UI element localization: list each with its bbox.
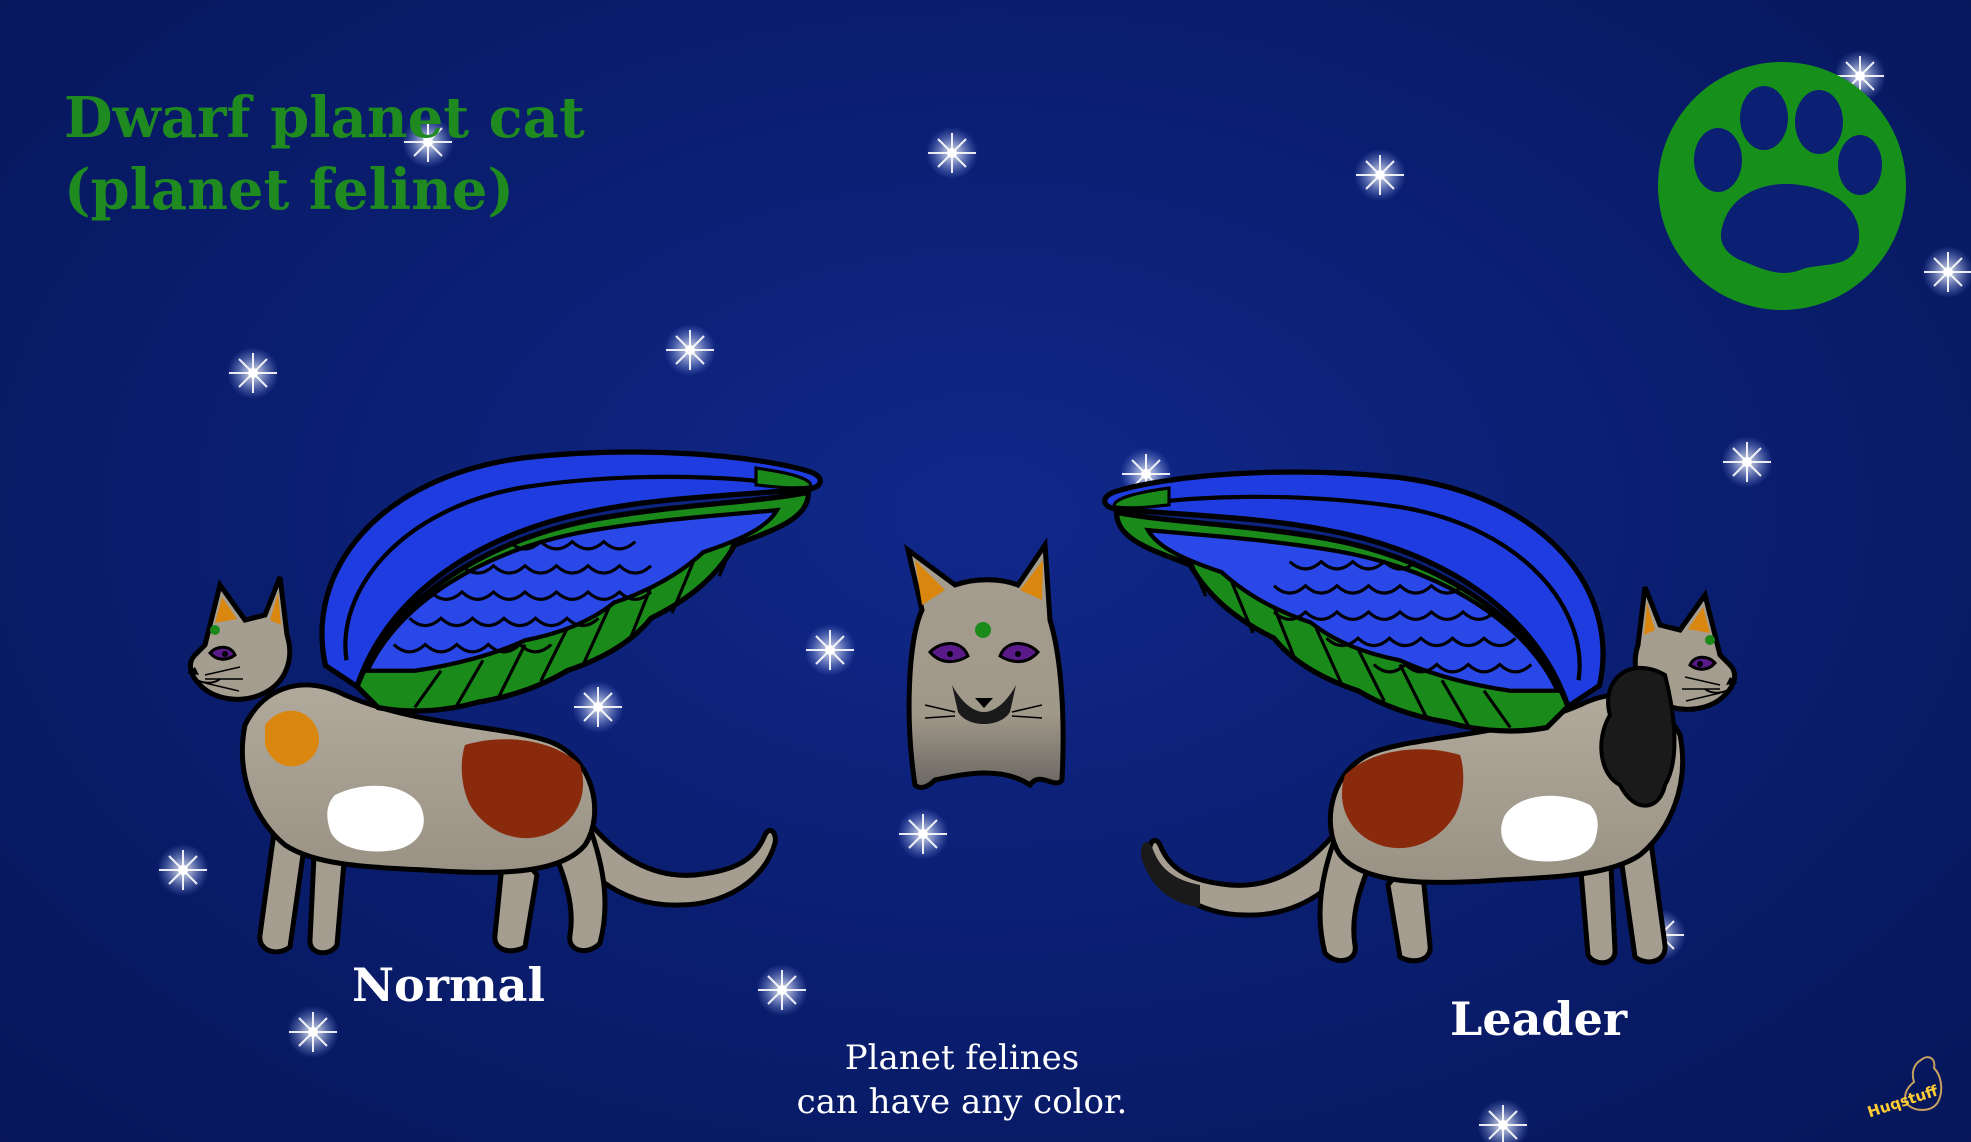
title-line-2: (planet feline) bbox=[64, 157, 515, 223]
artist-signature-logo: Huqstuff bbox=[1866, 1056, 1943, 1121]
color-note: Planet felines can have any color. bbox=[762, 1036, 1162, 1124]
leader-cat-illustration bbox=[1105, 472, 1738, 963]
star-icon bbox=[1720, 435, 1774, 489]
paw-emblem-icon bbox=[1658, 62, 1906, 310]
star-icon bbox=[755, 963, 809, 1017]
svg-text:Huqstuff: Huqstuff bbox=[1866, 1081, 1941, 1121]
page-title: Dwarf planet cat (planet feline) bbox=[64, 82, 585, 226]
title-line-1: Dwarf planet cat bbox=[64, 85, 585, 151]
star-icon bbox=[286, 1005, 340, 1059]
star-icon bbox=[1921, 245, 1971, 299]
star-icon bbox=[663, 323, 717, 377]
star-icon bbox=[156, 843, 210, 897]
star-icon bbox=[896, 807, 950, 861]
note-line-2: can have any color. bbox=[796, 1082, 1128, 1122]
normal-cat-illustration bbox=[187, 452, 820, 953]
star-icon bbox=[925, 126, 979, 180]
leader-label: Leader bbox=[1450, 992, 1628, 1046]
normal-label: Normal bbox=[352, 958, 545, 1012]
star-icon bbox=[226, 346, 280, 400]
cat-head-portrait bbox=[904, 537, 1066, 790]
star-icon bbox=[803, 623, 857, 677]
star-icon bbox=[1353, 148, 1407, 202]
star-icon bbox=[571, 680, 625, 734]
note-line-1: Planet felines bbox=[844, 1038, 1080, 1078]
star-icon bbox=[1476, 1098, 1530, 1142]
